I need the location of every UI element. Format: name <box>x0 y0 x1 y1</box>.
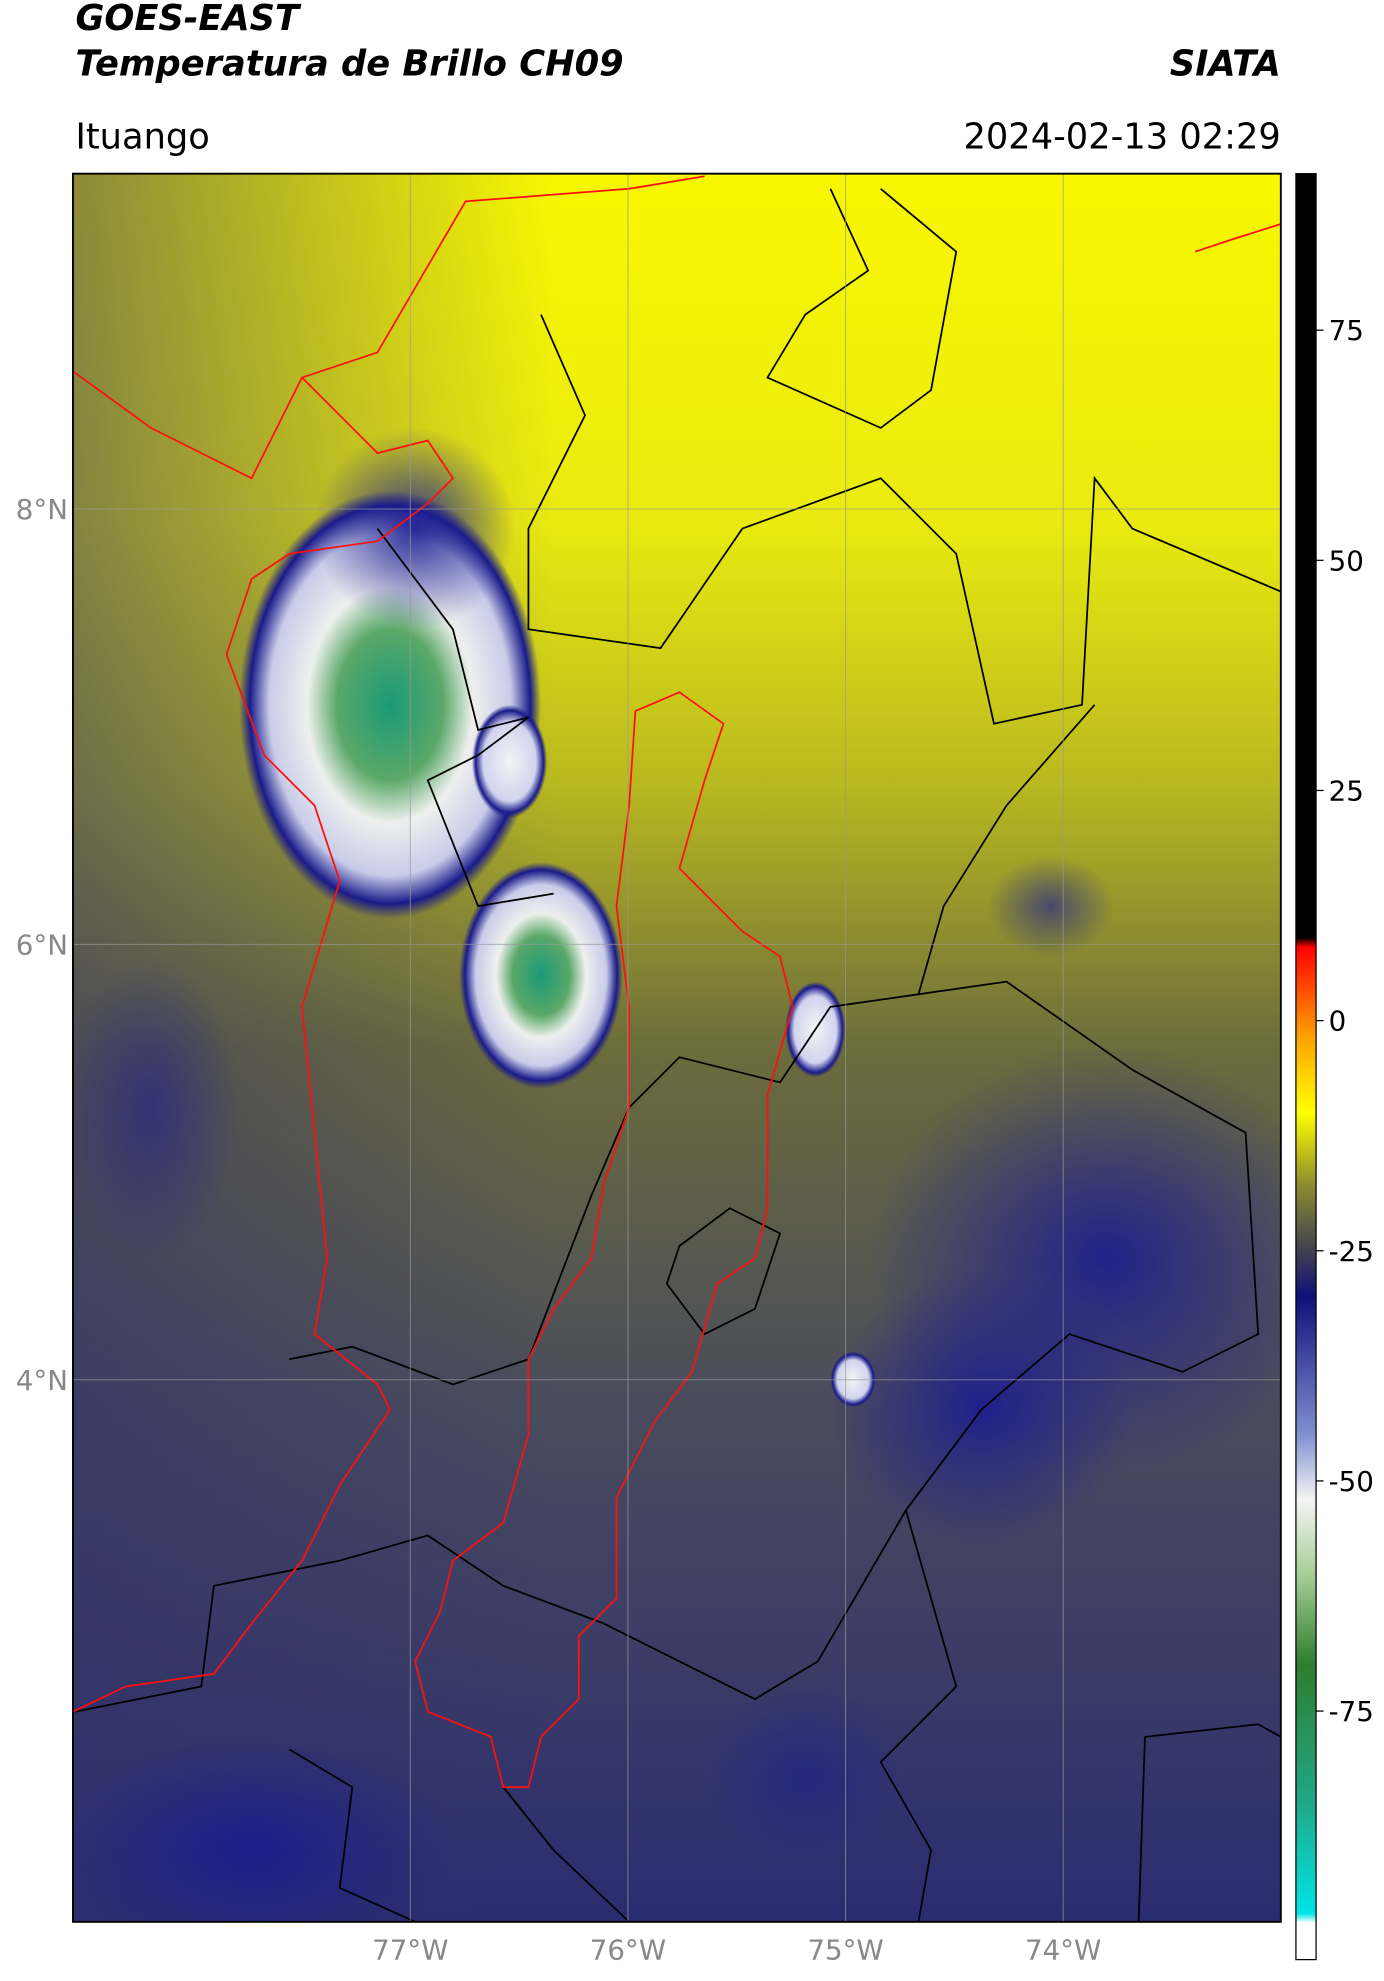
cold-area <box>72 956 240 1259</box>
cloud-edge <box>314 427 516 630</box>
x-tick-label: 76°W <box>590 1934 666 1967</box>
border-line <box>289 704 1096 1386</box>
colorbar-tick-label: 25 <box>1329 775 1364 808</box>
x-tick-label: 74°W <box>1025 1934 1101 1967</box>
x-tick-label: 77°W <box>372 1934 448 1967</box>
colorbar-tick-label: -25 <box>1329 1235 1374 1268</box>
datetime: 2024-02-13 02:29 <box>964 117 1281 158</box>
red-line <box>72 175 705 480</box>
y-tick-label: 6°N <box>16 928 68 961</box>
map-field <box>72 173 1281 1922</box>
red-line <box>1194 223 1281 253</box>
border-line <box>1137 1723 1281 1922</box>
colorbar-tick-label: -50 <box>1329 1465 1374 1498</box>
colorbar <box>1295 173 1317 1961</box>
title: GOES-EAST <box>75 0 302 39</box>
cold-area <box>72 1736 453 1922</box>
subtitle: Temperatura de Brillo CH09 <box>75 44 623 85</box>
border-line <box>288 1748 630 1922</box>
cloud <box>459 862 623 1089</box>
graticule <box>72 173 1281 1922</box>
agency: SIATA <box>1170 44 1281 85</box>
borders <box>75 188 1281 1922</box>
border-line <box>527 314 1281 725</box>
y-tick-label: 8°N <box>16 493 68 526</box>
red-line <box>414 691 794 1789</box>
colorbar-tick-label: 75 <box>1329 314 1364 347</box>
border-line <box>75 980 1260 1713</box>
x-tick-label: 75°W <box>807 1934 883 1967</box>
cloud <box>471 704 548 819</box>
y-tick-label: 4°N <box>16 1364 68 1397</box>
border-line <box>376 528 554 908</box>
map-frame <box>72 172 1282 1923</box>
location: Ituango <box>75 117 209 158</box>
border-line <box>879 1510 958 1922</box>
colorbar-tick-label: -75 <box>1329 1695 1374 1728</box>
colorbar-tick-label: 0 <box>1329 1005 1347 1038</box>
border-line <box>766 188 958 429</box>
border-line <box>665 1207 782 1336</box>
cold-area <box>704 1686 906 1863</box>
cold-area <box>987 855 1114 957</box>
colorbar-tick-label: 50 <box>1329 544 1364 577</box>
